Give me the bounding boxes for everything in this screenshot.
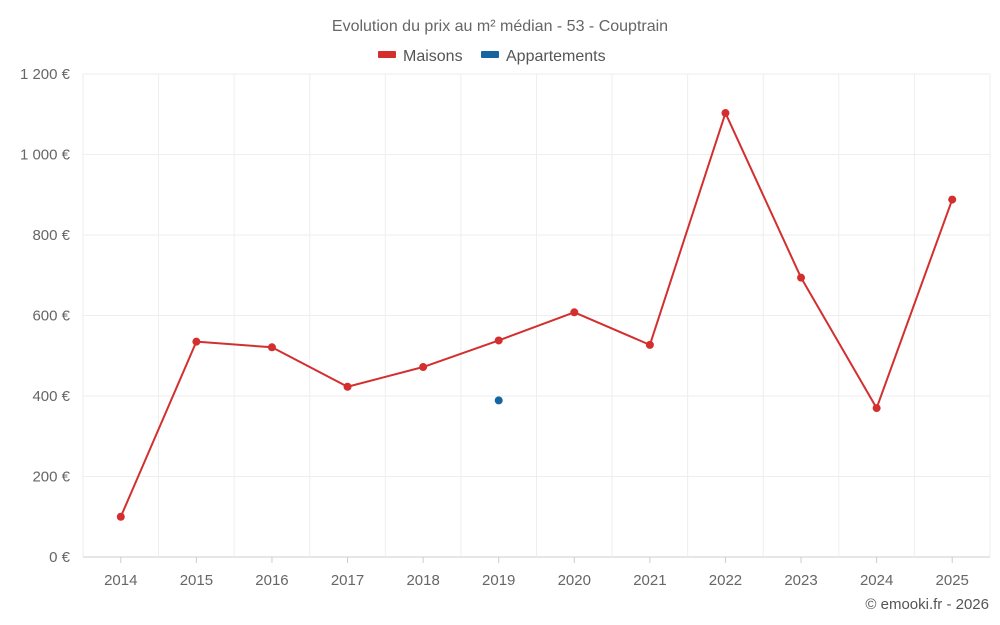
chart-title: Evolution du prix au m² médian - 53 - Co… [332,18,668,35]
data-point-maisons[interactable] [721,109,730,118]
x-axis-ticks: 2014 2015 2016 2017 2018 2019 2020 2021 2022 2023… [104,557,969,589]
y-tick-label: 1 200 € [20,66,71,83]
data-point-maisons[interactable] [494,336,503,345]
legend-item-appartements[interactable]: Appartements [481,48,606,65]
data-point-maisons[interactable] [948,195,957,204]
series-layer [116,109,957,521]
legend-label-maisons: Maisons [403,48,463,65]
data-point-maisons[interactable] [645,340,654,349]
y-tick-label: 800 € [32,227,70,244]
x-tick-label: 2024 [860,572,893,589]
x-tick-label: 2016 [255,572,288,589]
data-point-maisons[interactable] [872,404,881,413]
data-point-maisons[interactable] [116,512,125,521]
legend-label-appartements: Appartements [506,48,606,65]
x-tick-label: 2014 [104,572,137,589]
x-tick-label: 2022 [709,572,742,589]
x-tick-label: 2025 [936,572,969,589]
series-line-maisons [119,112,954,518]
x-tick-label: 2021 [633,572,666,589]
legend-swatch-appartements [481,51,499,58]
y-tick-label: 1 000 € [20,147,71,164]
y-tick-label: 600 € [32,308,70,325]
data-point-maisons[interactable] [192,337,201,346]
data-point-maisons[interactable] [267,343,276,352]
credit-text[interactable]: © emooki.fr - 2026 [865,596,989,613]
y-axis-ticks: 0 € 200 € 400 € 600 € 800 € 1 000 € 1 200 € [20,66,71,566]
data-point-maisons[interactable] [797,273,806,282]
data-point-maisons[interactable] [343,382,352,391]
legend-item-maisons[interactable]: Maisons [378,48,463,65]
legend-swatch-maisons [378,51,396,58]
y-tick-label: 0 € [49,549,71,566]
x-tick-label: 2015 [180,572,213,589]
data-point-maisons[interactable] [419,363,428,372]
x-tick-label: 2020 [558,572,591,589]
legend: Maisons Appartements [378,48,606,65]
x-tick-label: 2017 [331,572,364,589]
y-tick-label: 200 € [32,469,70,486]
y-tick-label: 400 € [32,388,70,405]
x-tick-label: 2018 [406,572,439,589]
data-point-appartements[interactable] [494,396,503,405]
grid-lines [82,73,991,558]
data-point-maisons[interactable] [570,308,579,317]
x-tick-label: 2019 [482,572,515,589]
x-tick-label: 2023 [784,572,817,589]
